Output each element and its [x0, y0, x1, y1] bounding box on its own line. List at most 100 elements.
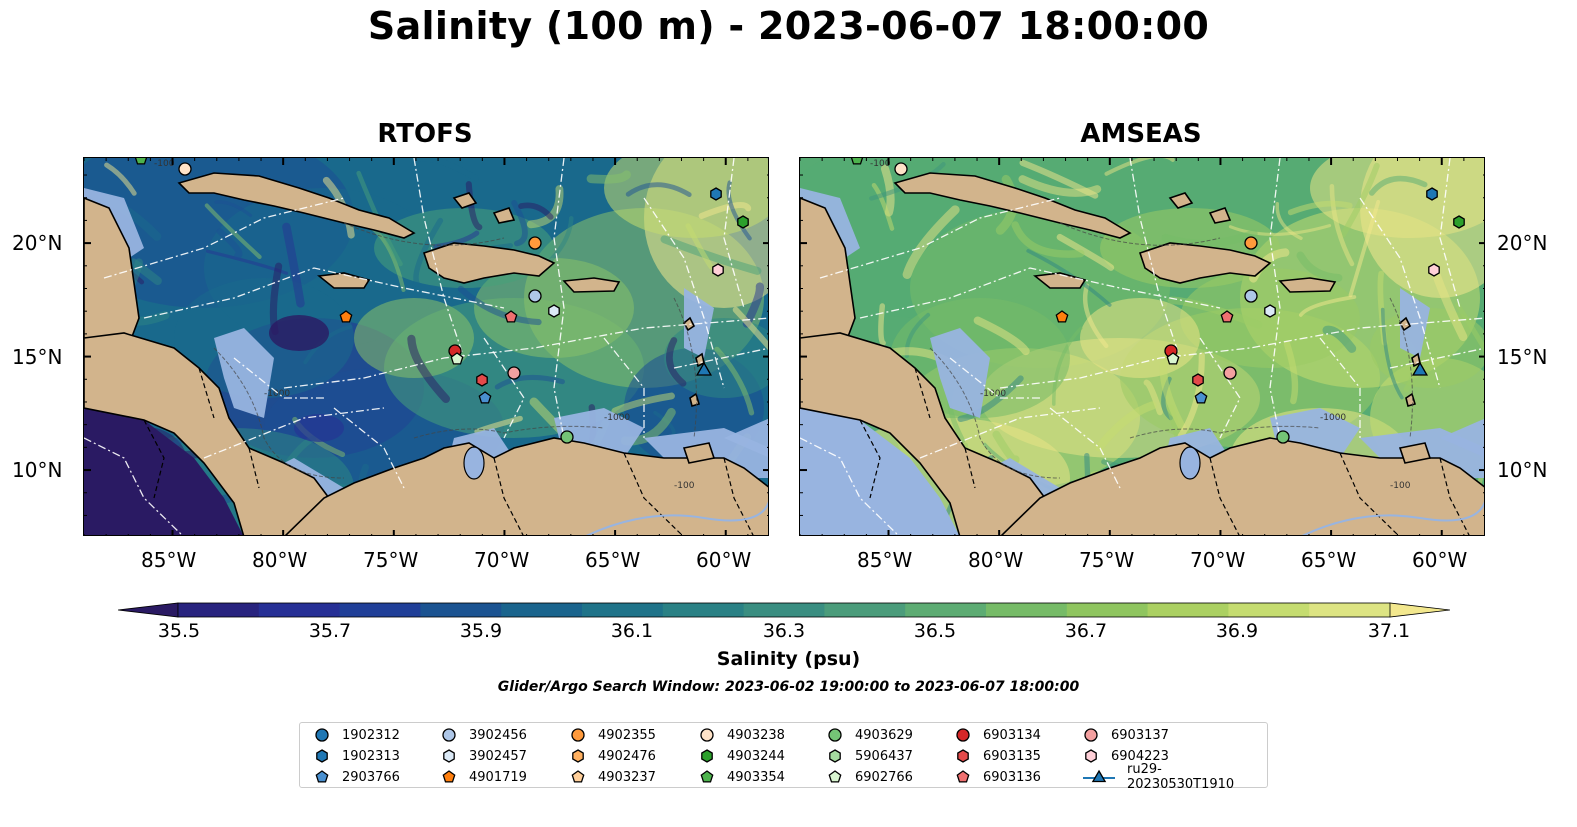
eddy-streak [732, 306, 768, 351]
cuba-land [893, 172, 1132, 239]
legend-label: 6903135 [983, 748, 1041, 764]
float-marker-4903244 [1453, 215, 1465, 229]
river [585, 501, 768, 535]
float-marker-6903135 [476, 373, 488, 387]
colorbar [117, 593, 1451, 627]
track-line [1319, 337, 1361, 438]
eddy-streak [611, 392, 675, 415]
eddy-streak [698, 202, 752, 219]
low-salinity-patch [269, 315, 329, 351]
legend-item-4903244: 4903244 [697, 747, 785, 765]
eddy-streak [545, 215, 574, 266]
map-rtofs[interactable]: -1000 -100 -100 -1000 [83, 157, 769, 536]
eddy-streak [1296, 251, 1343, 282]
legend-label: 4901719 [469, 769, 527, 785]
float-marker-4903354 [850, 158, 864, 165]
depth-contour-label: -1000 [264, 389, 290, 399]
island-land [1398, 316, 1412, 332]
eddy-streak [957, 375, 1024, 423]
legend-marker [442, 728, 456, 742]
colorbar-segment [824, 603, 906, 617]
legend-item-3902457: 3902457 [439, 747, 527, 765]
track-line [643, 197, 725, 389]
eddy-streak [902, 205, 960, 279]
puerto-rico-land [1278, 277, 1337, 293]
legend-label: 4903237 [598, 769, 656, 785]
legend-marker-pentagon-icon [700, 770, 714, 783]
legend-marker [828, 770, 842, 783]
eddy-streak [1380, 307, 1404, 400]
panel-title-rtofs: RTOFS [377, 119, 473, 149]
eddy-streak [214, 200, 253, 218]
river [1301, 501, 1484, 535]
cbar-tick-6: 36.5 [913, 620, 957, 642]
trinidad-land [682, 442, 716, 464]
legend-marker [315, 728, 329, 742]
eddy-streak [586, 170, 631, 184]
depth-contour-label: -100 [1390, 481, 1411, 491]
figure-title: Salinity (100 m) - 2023-06-07 18:00:00 [367, 4, 1210, 48]
float-marker-3902457 [548, 304, 560, 318]
colorbar-segment [662, 603, 745, 617]
lake-maracaibo [463, 446, 485, 480]
colorbar-segment [986, 603, 1068, 617]
eddy-streak [1018, 175, 1102, 197]
x-tick-70w-amseas: 70°W [1190, 548, 1246, 572]
eddy-streak [204, 203, 262, 259]
eddy-streak [206, 249, 289, 275]
float-marker-4903629 [1276, 430, 1290, 444]
y-tick-20n-left: 20°N [12, 231, 63, 255]
track-line [413, 158, 465, 359]
bahamas-land [492, 207, 516, 224]
legend-item-6903136: 6903136 [953, 768, 1041, 786]
track-line [1049, 407, 1121, 489]
y-tick-10n-right: 10°N [1497, 458, 1548, 482]
eddy-streak [1082, 283, 1109, 349]
puerto-rico-land [562, 277, 621, 293]
low-salinity-patch [294, 414, 344, 442]
eddy-streak [1052, 326, 1083, 406]
y-tick-10n-left: 10°N [12, 458, 63, 482]
legend-marker [956, 770, 970, 783]
eddy-streak [1143, 379, 1163, 416]
legend-label: 6903134 [983, 727, 1041, 743]
legend-marker-hexagon-icon [701, 749, 713, 763]
legend-marker [957, 749, 969, 763]
track-line [819, 197, 1061, 279]
eddy-streak [282, 222, 305, 308]
track-line [949, 357, 1040, 399]
shallow-shelf [214, 328, 274, 418]
legend-label: 5906437 [855, 748, 913, 764]
track-line [1199, 337, 1241, 439]
x-tick-60w-rtofs: 60°W [696, 548, 752, 572]
legend-marker [1084, 728, 1098, 742]
legend-marker-triangle-icon [1083, 769, 1115, 783]
legend-label: 1902312 [342, 727, 400, 743]
float-marker-1902313 [1426, 187, 1438, 201]
float-marker-3902457 [1264, 304, 1276, 318]
eddy-streak [992, 430, 1020, 465]
x-tick-75w-amseas: 75°W [1079, 548, 1135, 572]
legend-marker-pentagon-icon [571, 770, 585, 783]
country-border [248, 447, 260, 489]
country-border [493, 457, 524, 535]
eddy-streak [1329, 184, 1355, 267]
legend-marker [956, 728, 970, 742]
colorbar-segment [339, 603, 421, 617]
depth-contour-label: -1000 [980, 389, 1006, 399]
cbar-tick-3: 35.9 [459, 620, 503, 642]
track-line [673, 347, 768, 369]
legend-label: 6903136 [983, 769, 1041, 785]
eddy-streak [1161, 229, 1258, 248]
legend-label: 1902313 [342, 748, 400, 764]
legend-item-3902456: 3902456 [439, 726, 527, 744]
legend-label: 4903629 [855, 727, 913, 743]
y-tick-15n-right: 15°N [1497, 345, 1548, 369]
track-line [603, 337, 645, 438]
eddy-streak [417, 158, 479, 182]
legend-marker-pentagon-icon [828, 770, 842, 783]
colorbar-segment [420, 603, 502, 617]
island-land [682, 316, 696, 332]
legend-marker-pentagon-icon [956, 770, 970, 783]
map-amseas[interactable]: -1000 -100 -100 -1000 [799, 157, 1485, 536]
